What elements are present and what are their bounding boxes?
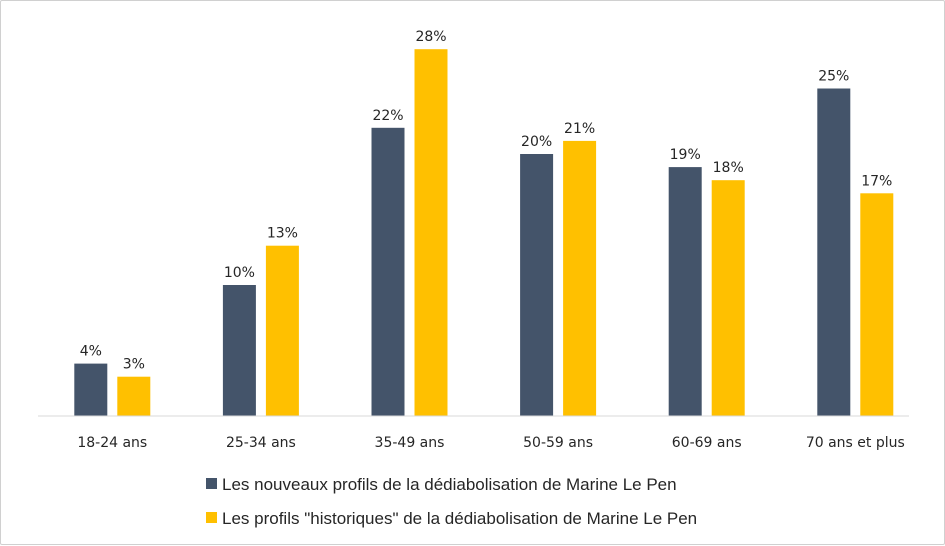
x-tick-label-2: 35-49 ans bbox=[375, 435, 445, 451]
bar-nouveaux-2 bbox=[371, 127, 405, 417]
bar-nouveaux-1 bbox=[222, 285, 256, 416]
x-tick-label-4: 60-69 ans bbox=[672, 435, 742, 451]
x-tick-label-0: 18-24 ans bbox=[77, 435, 147, 451]
bar-historiques-5 bbox=[860, 193, 894, 416]
bar-historiques-0 bbox=[117, 376, 151, 416]
bar-historiques-3 bbox=[563, 140, 597, 416]
data-label-nouveaux-5: 25% bbox=[818, 69, 849, 85]
data-labels-group: 4% 3% 10% 13% 22% 28% 20% 21% 19% 18% 25% 17% bbox=[80, 29, 893, 373]
legend: Les nouveaux profils de la dédiabolisati… bbox=[206, 475, 697, 528]
data-label-historiques-1: 13% bbox=[267, 226, 298, 242]
data-label-historiques-4: 18% bbox=[713, 160, 744, 176]
x-tick-label-3: 50-59 ans bbox=[523, 435, 593, 451]
legend-label-nouveaux: Les nouveaux profils de la dédiabolisati… bbox=[222, 475, 677, 494]
data-label-historiques-3: 21% bbox=[564, 121, 595, 137]
data-label-historiques-2: 28% bbox=[415, 29, 446, 45]
data-label-nouveaux-2: 22% bbox=[372, 108, 403, 124]
bar-historiques-1 bbox=[265, 245, 299, 416]
data-label-nouveaux-1: 10% bbox=[224, 265, 255, 281]
bars-group bbox=[74, 49, 894, 417]
x-tick-label-5: 70 ans et plus bbox=[806, 435, 905, 451]
bar-historiques-4 bbox=[711, 180, 745, 416]
legend-label-historiques: Les profils "historiques" de la dédiabol… bbox=[222, 509, 697, 528]
data-label-historiques-0: 3% bbox=[123, 357, 145, 373]
data-label-nouveaux-4: 19% bbox=[670, 147, 701, 163]
legend-swatch-nouveaux bbox=[206, 478, 217, 489]
bar-nouveaux-4 bbox=[668, 167, 702, 416]
data-label-nouveaux-0: 4% bbox=[80, 344, 102, 360]
bar-nouveaux-5 bbox=[817, 88, 851, 416]
bar-nouveaux-0 bbox=[74, 363, 108, 416]
data-label-historiques-5: 17% bbox=[861, 173, 892, 189]
bar-nouveaux-3 bbox=[520, 154, 554, 416]
x-tick-labels-group: 18-24 ans 25-34 ans 35-49 ans 50-59 ans 60-6… bbox=[77, 435, 904, 451]
bar-historiques-2 bbox=[414, 49, 448, 416]
data-label-nouveaux-3: 20% bbox=[521, 134, 552, 150]
legend-swatch-historiques bbox=[206, 512, 217, 523]
x-tick-label-1: 25-34 ans bbox=[226, 435, 296, 451]
